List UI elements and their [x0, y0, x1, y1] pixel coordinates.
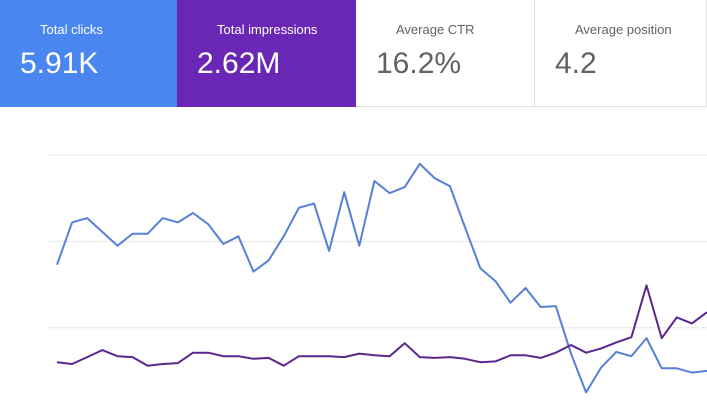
metric-card[interactable]: Total clicks 5.91K	[0, 0, 177, 107]
metric-value: 5.91K	[20, 47, 99, 80]
metric-label: Average position	[575, 22, 672, 37]
series-line	[56, 284, 707, 367]
metric-card[interactable]: Average CTR 16.2%	[356, 0, 535, 107]
metric-card[interactable]: Total impressions 2.62M	[177, 0, 356, 107]
metric-label: Total impressions	[217, 22, 318, 37]
metric-label: Total clicks	[40, 22, 103, 37]
metric-value: 4.2	[555, 47, 597, 80]
metric-value: 2.62M	[197, 47, 281, 80]
metric-card[interactable]: Average position 4.2	[535, 0, 707, 107]
metric-value: 16.2%	[376, 47, 462, 80]
metric-label: Average CTR	[396, 22, 475, 37]
series-line	[56, 162, 707, 394]
